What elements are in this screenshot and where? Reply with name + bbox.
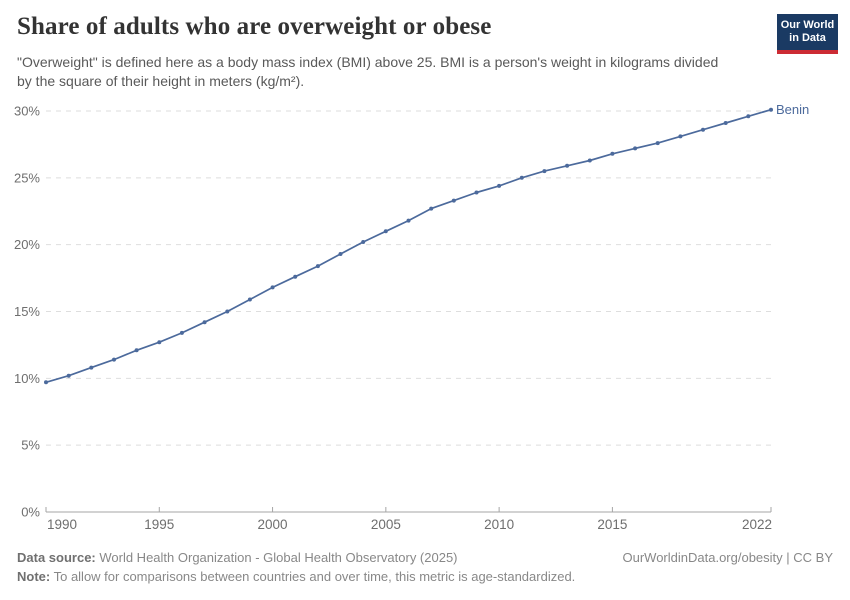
- x-axis-tick-label: 2015: [597, 517, 627, 532]
- owid-link[interactable]: OurWorldinData.org/obesity | CC BY: [622, 550, 834, 565]
- data-point[interactable]: [89, 365, 94, 370]
- data-point[interactable]: [361, 240, 366, 244]
- data-source-label: Data source:: [17, 550, 96, 565]
- x-axis-tick-label: 2000: [258, 517, 288, 532]
- owid-logo: Our World in Data: [777, 14, 838, 54]
- series-label-benin[interactable]: Benin: [776, 102, 809, 117]
- data-point[interactable]: [610, 151, 615, 156]
- data-point[interactable]: [270, 285, 275, 290]
- chart-footer: Data source: World Health Organization -…: [17, 548, 833, 586]
- y-axis-tick-label: 20%: [14, 237, 40, 252]
- x-axis-tick-label: 1995: [144, 517, 174, 532]
- data-point[interactable]: [587, 158, 592, 163]
- y-axis-tick-label: 15%: [14, 304, 40, 319]
- data-point[interactable]: [678, 134, 683, 139]
- y-axis-tick-label: 25%: [14, 170, 40, 185]
- data-point[interactable]: [202, 320, 207, 325]
- x-axis-tick-label: 2010: [484, 517, 514, 532]
- data-point[interactable]: [112, 357, 116, 362]
- data-source-text: Data source: World Health Organization -…: [17, 550, 458, 565]
- data-point[interactable]: [406, 218, 411, 223]
- data-point[interactable]: [655, 141, 660, 146]
- y-axis-tick-label: 5%: [21, 438, 40, 453]
- x-axis-tick-label: 1990: [47, 517, 77, 532]
- data-point[interactable]: [44, 380, 48, 385]
- data-point[interactable]: [565, 163, 570, 168]
- data-point[interactable]: [451, 198, 456, 203]
- data-point[interactable]: [66, 373, 71, 378]
- owid-logo-line2: in Data: [789, 32, 826, 44]
- y-axis-tick-label: 0%: [21, 505, 40, 520]
- data-point[interactable]: [293, 274, 298, 279]
- note-label: Note:: [17, 569, 51, 584]
- data-point[interactable]: [497, 183, 502, 188]
- data-point[interactable]: [429, 206, 434, 211]
- data-point[interactable]: [474, 190, 479, 195]
- x-axis-tick-label: 2022: [742, 517, 772, 532]
- data-point[interactable]: [701, 127, 705, 132]
- data-point[interactable]: [519, 175, 524, 180]
- data-point[interactable]: [179, 330, 184, 335]
- y-axis-tick-label: 30%: [14, 104, 40, 119]
- data-point[interactable]: [383, 229, 388, 234]
- data-point[interactable]: [769, 107, 773, 112]
- data-point[interactable]: [315, 264, 320, 269]
- x-axis-tick-label: 2005: [371, 517, 401, 532]
- note-text: Note: To allow for comparisons between c…: [17, 569, 576, 584]
- owid-logo-line1: Our World: [780, 19, 835, 31]
- data-point[interactable]: [746, 114, 751, 119]
- data-point[interactable]: [157, 340, 162, 345]
- y-axis-tick-label: 10%: [14, 371, 40, 386]
- data-point[interactable]: [633, 146, 638, 151]
- data-point[interactable]: [247, 297, 252, 302]
- data-point[interactable]: [134, 348, 139, 353]
- data-point[interactable]: [225, 309, 230, 314]
- page-title: Share of adults who are overweight or ob…: [17, 13, 492, 40]
- data-point[interactable]: [723, 121, 728, 125]
- chart-svg[interactable]: 0% 5% 10% 15% 20% 25% 30% 1990 1995 2000 2005 2010 2…: [0, 95, 850, 550]
- chart-subtitle: "Overweight" is defined here as a body m…: [17, 54, 719, 89]
- data-point[interactable]: [338, 252, 343, 256]
- data-point[interactable]: [542, 169, 547, 174]
- line-series-benin[interactable]: [45, 108, 772, 384]
